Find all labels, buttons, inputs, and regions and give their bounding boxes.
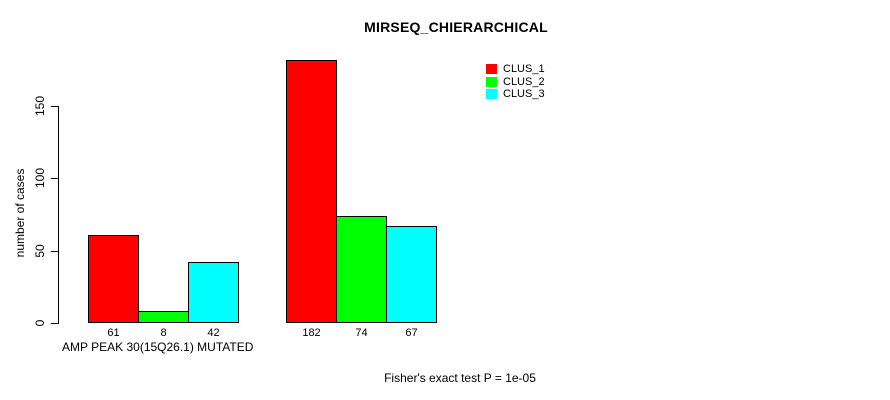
y-axis-line xyxy=(58,106,59,324)
bar-clus_2-group1 xyxy=(138,311,189,323)
legend-swatch-clus_3 xyxy=(486,89,497,100)
legend-label: CLUS_3 xyxy=(503,88,545,101)
bar-value-label: 42 xyxy=(207,327,220,339)
chart-title: MIRSEQ_CHIERARCHICAL xyxy=(364,19,548,35)
pvalue-annotation: Fisher's exact test P = 1e-05 xyxy=(384,371,536,385)
legend-label: CLUS_2 xyxy=(503,75,545,88)
legend: CLUS_1 CLUS_2 CLUS_3 xyxy=(486,63,545,101)
y-axis-tick xyxy=(51,178,58,180)
legend-swatch-clus_2 xyxy=(486,76,497,87)
bar-value-label: 182 xyxy=(302,327,321,339)
y-axis-tick-label: 50 xyxy=(33,244,47,258)
bar-clus_1-group1 xyxy=(88,235,139,323)
legend-row: CLUS_3 xyxy=(486,88,545,101)
legend-label: CLUS_1 xyxy=(503,63,545,76)
bar-clus_1-group2 xyxy=(286,60,337,323)
y-axis-title: number of cases xyxy=(13,168,27,258)
legend-swatch-clus_1 xyxy=(486,64,497,75)
bar-value-label: 61 xyxy=(107,327,120,339)
y-axis-tick xyxy=(51,106,58,108)
bar-value-label: 67 xyxy=(405,327,418,339)
y-axis-tick-label: 0 xyxy=(33,319,47,327)
y-axis-tick xyxy=(51,250,58,252)
bar-value-label: 74 xyxy=(355,327,368,339)
bar-value-label: 8 xyxy=(160,327,167,339)
y-axis-tick-label: 100 xyxy=(33,168,47,189)
bar-clus_2-group2 xyxy=(336,216,387,323)
y-axis-tick xyxy=(51,323,58,324)
bar-clus_3-group1 xyxy=(188,262,239,323)
x-axis-label: AMP PEAK 30(15Q26.1) MUTATED xyxy=(62,340,254,354)
bar-clus_3-group2 xyxy=(386,226,437,323)
legend-row: CLUS_1 xyxy=(486,63,545,76)
legend-row: CLUS_2 xyxy=(486,76,545,89)
y-axis-tick-label: 150 xyxy=(33,96,47,117)
